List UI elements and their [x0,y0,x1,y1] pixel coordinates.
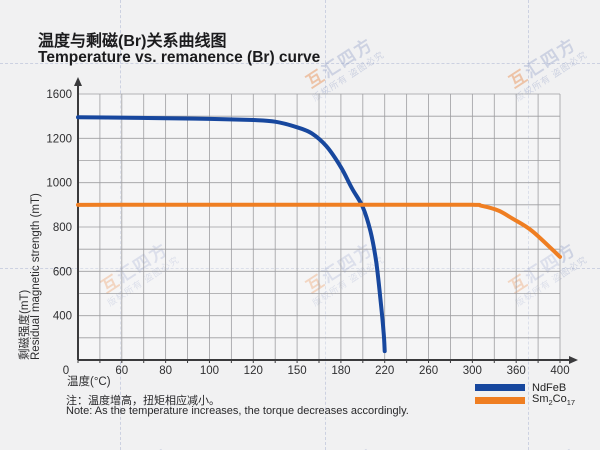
x-tick-label: 260 [419,365,438,377]
note-zh: 注：温度增高，扭矩相应减小。 [66,395,220,407]
legend-swatch-sm2co17 [475,397,525,404]
note-en: Note: As the temperature increases, the … [66,405,409,417]
y-tick-label: 1000 [46,178,72,190]
origin-tick-label: 0 [63,365,69,377]
x-tick-label: 180 [331,365,350,377]
legend-swatch-ndfeb [475,384,525,391]
y-tick-label: 400 [53,311,72,323]
y-tick-label: 1200 [46,133,72,145]
legend-item-ndfeb: NdFeB [475,381,575,394]
y-tick-label: 1600 [46,89,72,101]
legend-label-ndfeb: NdFeB [532,381,567,394]
curve-sm2co17 [76,202,562,259]
y-tick-label: 800 [53,222,72,234]
x-tick-label: 300 [463,365,482,377]
chart-title-zh: 温度与剩磁(Br)关系曲线图 [38,33,227,50]
x-axis-arrow-icon [569,356,578,364]
x-tick-label: 100 [200,365,219,377]
legend-label-sm2co17: Sm2Co17 [532,393,576,408]
x-tick-label: 120 [244,365,263,377]
curve-ndfeb [76,115,387,354]
x-tick-label: 220 [375,365,394,377]
y-axis-label-en: Residual magnetic strength (mT) [30,193,42,360]
x-tick-label: 360 [507,365,526,377]
x-tick-label: 60 [115,365,128,377]
y-axis-arrow-icon [74,77,82,86]
legend: NdFeB Sm2Co17 [475,381,576,408]
chart-title-en: Temperature vs. remanence (Br) curve [38,49,321,66]
x-axis-label: 温度(°C) [67,376,111,388]
x-tick-label: 150 [287,365,306,377]
x-tick-label: 400 [550,365,569,377]
y-tick-label: 600 [53,266,72,278]
x-tick-label: 80 [159,365,172,377]
legend-item-sm2co17: Sm2Co17 [475,393,576,408]
